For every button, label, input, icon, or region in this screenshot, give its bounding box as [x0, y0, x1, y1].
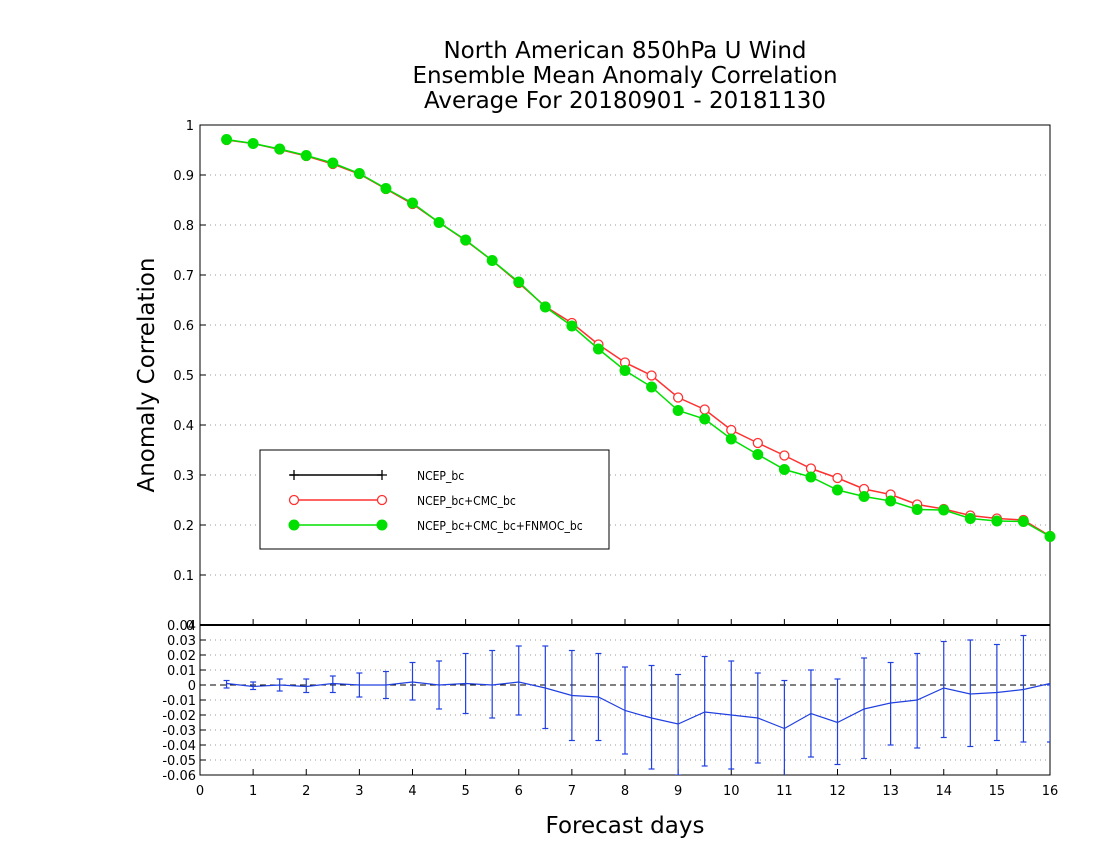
series-point-2	[539, 301, 551, 313]
chart-title-line-3: Average For 20180901 - 20181130	[424, 88, 826, 114]
y-tick-label-main: 0.7	[173, 269, 194, 284]
legend-marker-0	[377, 470, 387, 480]
x-tick-label: 2	[302, 784, 310, 799]
series-point-2	[247, 138, 259, 149]
series-point-2	[486, 255, 498, 266]
x-tick-label: 0	[196, 784, 204, 799]
series-point-2	[1017, 516, 1029, 527]
series-point-2	[991, 515, 1003, 527]
series-point-2	[805, 471, 817, 483]
y-tick-label-diff: -0.05	[162, 754, 196, 769]
series-point-2	[407, 197, 418, 209]
y-tick-label-diff: 0.01	[167, 664, 196, 679]
y-tick-label-diff: -0.06	[162, 769, 196, 784]
y-tick-label-main: 0.8	[173, 219, 194, 234]
y-axis-title: Anomaly Correlation	[134, 257, 160, 492]
x-tick-label: 6	[515, 784, 523, 799]
series-point-1	[699, 404, 710, 415]
y-tick-label-diff: -0.01	[162, 694, 196, 709]
y-tick-label-main: 0.3	[173, 469, 194, 484]
x-tick-label: 8	[621, 784, 629, 799]
x-tick-label: 11	[776, 784, 793, 799]
legend-marker-2	[376, 519, 388, 531]
legend-marker-1	[376, 494, 388, 506]
series-point-1	[672, 392, 684, 403]
series-point-1	[752, 437, 763, 449]
y-tick-label-diff: -0.03	[162, 724, 196, 739]
y-tick-label-main: 0.6	[173, 319, 194, 334]
series-point-2	[566, 320, 578, 332]
series-point-2	[911, 504, 923, 515]
y-tick-label-main: 0.1	[173, 569, 194, 584]
series-point-2	[592, 343, 604, 355]
series-point-2	[778, 464, 790, 475]
legend-marker-1	[288, 494, 300, 506]
series-point-2	[460, 234, 472, 246]
series-point-2	[752, 449, 764, 460]
series-point-2	[221, 134, 233, 145]
y-tick-label-main: 0.9	[173, 169, 194, 184]
x-tick-label: 16	[1042, 784, 1059, 799]
legend: NCEP_bc NCEP_bc+CMC_bc NCEP_bc+CMC_bc+FNMO…	[259, 449, 610, 550]
series-point-2	[300, 150, 312, 161]
legend-label-1: NCEP_bc+CMC_bc	[417, 494, 516, 508]
y-tick-label-diff: 0.03	[167, 634, 196, 649]
series-point-2	[858, 491, 870, 502]
series-point-2	[619, 365, 631, 376]
y-tick-label-diff: -0.04	[162, 739, 196, 754]
difference-line	[226, 681, 1050, 730]
series-point-2	[699, 413, 711, 425]
series-point-2	[938, 504, 950, 516]
difference-series	[223, 634, 1050, 775]
y-tick-label-diff: 0.04	[167, 619, 196, 634]
x-tick-label: 12	[829, 784, 846, 799]
series-point-2	[513, 276, 525, 288]
x-tick-label: 4	[408, 784, 416, 799]
y-tick-label-diff: 0.02	[167, 649, 196, 664]
y-tick-label-diff: -0.02	[162, 709, 196, 724]
x-tick-label: 14	[935, 784, 952, 799]
x-tick-label: 10	[723, 784, 740, 799]
legend-label-2: NCEP_bc+CMC_bc+FNMOC_bc	[417, 519, 583, 533]
series-point-1	[832, 472, 843, 484]
series-point-2	[672, 405, 684, 416]
marks-layer	[221, 134, 1056, 775]
x-tick-label: 3	[355, 784, 363, 799]
legend-label-0: NCEP_bc	[417, 469, 464, 483]
x-tick-label: 15	[989, 784, 1006, 799]
series-point-2	[327, 157, 339, 169]
y-tick-label-diff: 0	[188, 679, 196, 694]
y-tick-label-main-zero: 0	[186, 619, 194, 634]
text-layer: 0.1 0.2 0.3 0.4 0.5 0.6 0.7 0.8 0.9 1 0.040.030.02…	[134, 38, 1058, 839]
series-point-2	[274, 143, 286, 155]
x-axis-title: Forecast days	[546, 813, 705, 839]
series-point-2	[353, 168, 365, 179]
legend-marker-0	[289, 470, 299, 480]
series-point-2	[885, 495, 897, 507]
series-point-2	[725, 433, 737, 445]
series-point-2	[646, 381, 658, 393]
series-point-2	[380, 183, 392, 194]
series-point-2	[832, 484, 843, 496]
chart-title-line-1: North American 850hPa U Wind	[443, 38, 806, 64]
y-tick-label-main: 1	[186, 119, 194, 134]
legend-marker-2	[288, 519, 300, 531]
y-tick-label-main: 0.2	[173, 519, 194, 534]
series-point-1	[779, 450, 790, 461]
x-tick-label: 5	[461, 784, 469, 799]
x-tick-label: 9	[674, 784, 682, 799]
series-point-1	[646, 370, 657, 381]
series-point-2	[1044, 531, 1056, 542]
chart-title-line-2: Ensemble Mean Anomaly Correlation	[412, 63, 837, 89]
series-point-2	[964, 513, 976, 524]
y-tick-label-main: 0.4	[173, 419, 194, 434]
x-tick-label: 1	[249, 784, 257, 799]
y-tick-label-main: 0.5	[173, 369, 194, 384]
series-point-1	[726, 424, 737, 436]
x-tick-label: 7	[568, 784, 576, 799]
series-point-2	[433, 217, 445, 228]
x-tick-label: 13	[882, 784, 899, 799]
